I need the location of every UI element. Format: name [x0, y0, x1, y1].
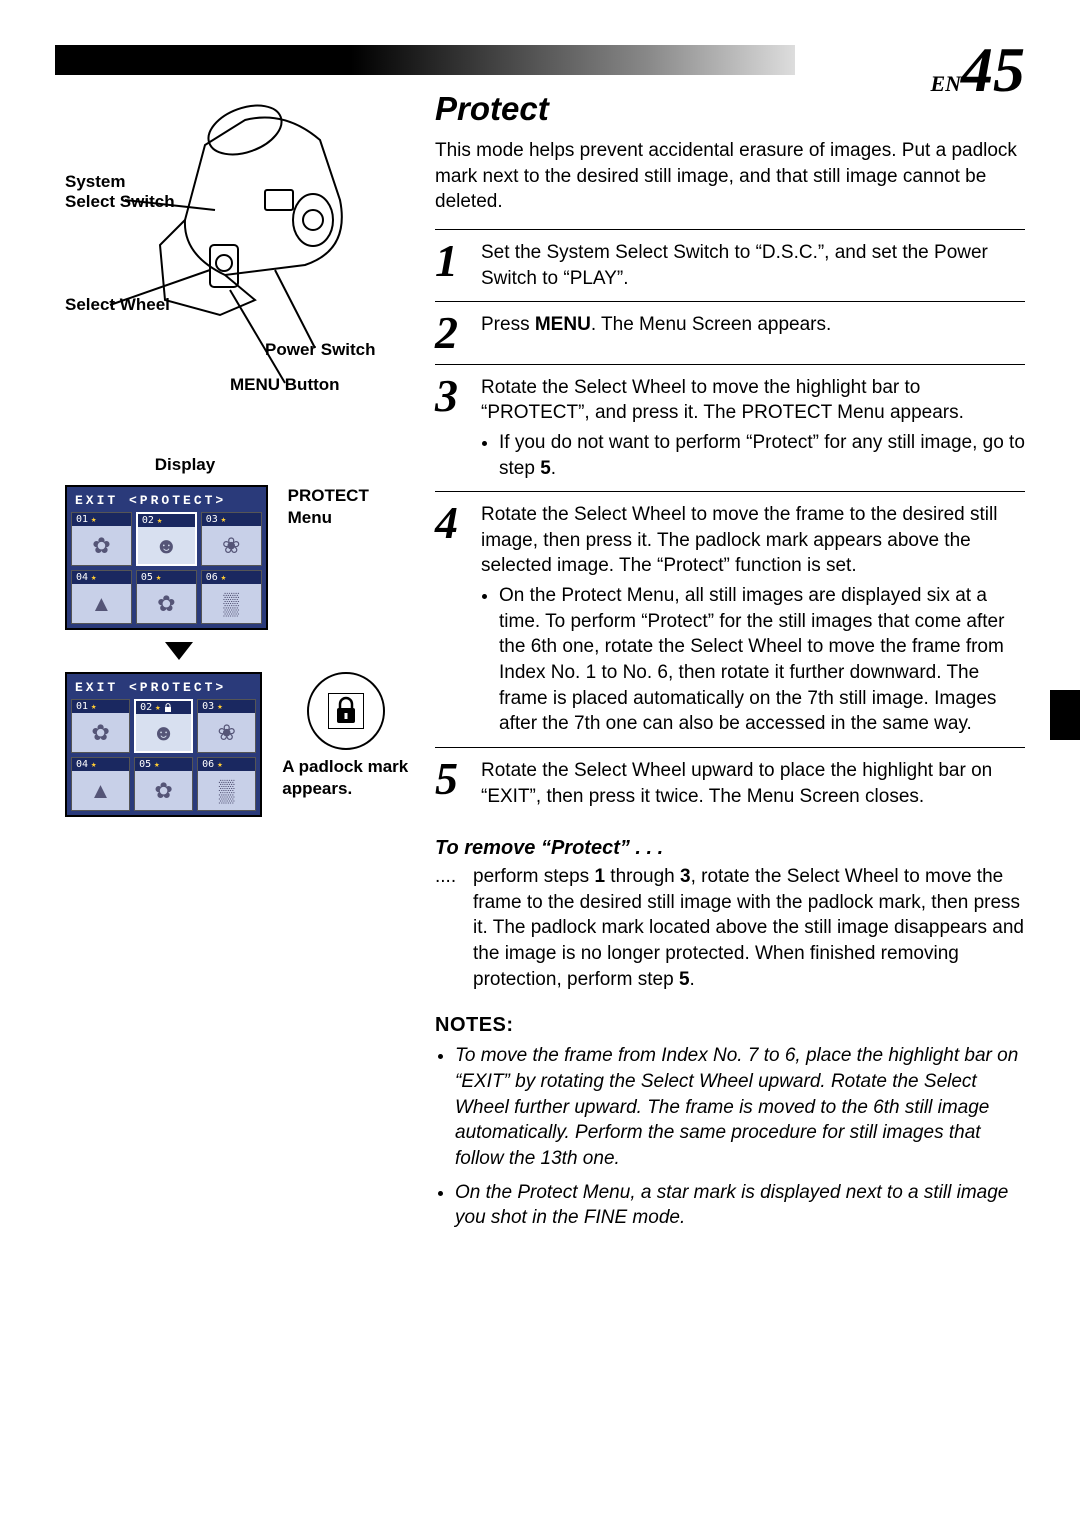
step-number: 4 — [435, 502, 469, 737]
thumb-05: 05★✿ — [134, 757, 193, 811]
notes-list: To move the frame from Index No. 7 to 6,… — [455, 1043, 1025, 1230]
thumb-06: 06★▒ — [201, 570, 262, 624]
camera-illustration: System Select Switch Select Wheel Power … — [65, 90, 415, 410]
padlock-caption: A padlock mark appears. — [282, 756, 410, 800]
thumb-06: 06★▒ — [197, 757, 256, 811]
remove-body: .... perform steps 1 through 3, rotate t… — [435, 864, 1025, 992]
protect-menu-screen-1: EXIT <PROTECT> 01★✿02★☻03★❀ 04★▲05★✿06★▒ — [65, 485, 268, 630]
step-4: 4Rotate the Select Wheel to move the fra… — [435, 491, 1025, 747]
label-menu-button: MENU Button — [230, 375, 340, 395]
label-select-wheel: Select Wheel — [65, 295, 170, 315]
thumb-03: 03★❀ — [201, 512, 262, 566]
remove-heading: To remove “Protect” . . . — [435, 837, 1025, 860]
page-number: EN45 — [930, 38, 1025, 102]
menu-header-1: EXIT <PROTECT> — [71, 491, 262, 510]
protect-menu-caption: PROTECT Menu — [288, 485, 410, 529]
page-num: 45 — [961, 34, 1025, 105]
thumb-04: 04★▲ — [71, 757, 130, 811]
menu-header-2: EXIT <PROTECT> — [71, 678, 256, 697]
step-number: 2 — [435, 312, 469, 353]
thumb-02: 02★☻ — [136, 512, 197, 566]
step-body: Rotate the Select Wheel upward to place … — [481, 758, 1025, 809]
step-body: Rotate the Select Wheel to move the fram… — [481, 502, 1025, 737]
label-power-switch: Power Switch — [265, 340, 376, 360]
thumb-05: 05★✿ — [136, 570, 197, 624]
side-tab — [1050, 690, 1080, 740]
padlock-callout — [307, 672, 385, 750]
page-lang: EN — [930, 71, 961, 96]
notes-heading: NOTES: — [435, 1014, 1025, 1037]
step-2: 2 Press MENU. The Menu Screen appears. — [435, 301, 1025, 363]
step-number: 3 — [435, 375, 469, 482]
label-system-select: System Select Switch — [65, 172, 175, 212]
step-number: 1 — [435, 240, 469, 291]
step-5: 5Rotate the Select Wheel upward to place… — [435, 747, 1025, 819]
display-label: Display — [135, 455, 235, 475]
thumb-01: 01★✿ — [71, 512, 132, 566]
step-3: 3Rotate the Select Wheel to move the hig… — [435, 364, 1025, 492]
step-body: Set the System Select Switch to “D.S.C.”… — [481, 240, 1025, 291]
remove-dots: .... — [435, 864, 473, 992]
note-item: To move the frame from Index No. 7 to 6,… — [455, 1043, 1025, 1171]
header-gradient-bar — [55, 45, 795, 75]
step-1: 1Set the System Select Switch to “D.S.C.… — [435, 229, 1025, 301]
camera-svg — [65, 90, 415, 410]
padlock-icon — [334, 696, 358, 726]
step-body: Press MENU. The Menu Screen appears. — [481, 312, 1025, 353]
thumb-01: 01★✿ — [71, 699, 130, 753]
step-number: 5 — [435, 758, 469, 809]
section-intro: This mode helps prevent accidental erasu… — [435, 138, 1025, 215]
arrow-down-icon — [165, 642, 193, 660]
thumb-04: 04★▲ — [71, 570, 132, 624]
step-body: Rotate the Select Wheel to move the high… — [481, 375, 1025, 482]
note-item: On the Protect Menu, a star mark is disp… — [455, 1180, 1025, 1231]
thumb-02: 02★☻ — [134, 699, 193, 753]
thumb-03: 03★❀ — [197, 699, 256, 753]
protect-menu-screen-2: EXIT <PROTECT> 01★✿02★☻03★❀ 04★▲05★✿06★▒ — [65, 672, 262, 817]
